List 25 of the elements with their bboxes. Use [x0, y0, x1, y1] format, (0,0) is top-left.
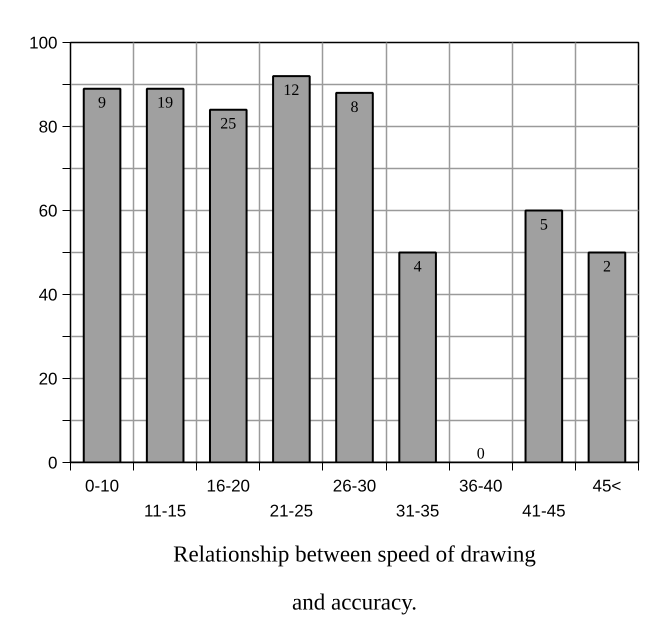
x-tick-label: 31-35	[396, 502, 440, 520]
annotation: 12	[283, 82, 300, 100]
y-tick-label: 0	[48, 454, 58, 472]
annotation: 9	[98, 94, 106, 112]
annotation: 4	[414, 258, 422, 276]
annotation: 19	[157, 94, 174, 112]
annotation: 25	[220, 116, 236, 133]
x-tick-label: 26-30	[332, 476, 376, 496]
x-tick-label: 21-25	[270, 502, 314, 520]
annotation: 2	[602, 258, 611, 276]
y-tick-label: 40	[38, 286, 58, 304]
x-tick-label: 11-15	[144, 502, 186, 520]
x-tick-label: 45<	[592, 476, 622, 496]
text: Relationship between speed of drawing and accuracy.	[173, 542, 536, 614]
annotation: 5	[540, 216, 548, 234]
y-tick-label: 60	[38, 202, 58, 220]
annotation: 0	[476, 446, 485, 462]
y-tick-label: 80	[38, 118, 58, 136]
x-tick-label: 36-40	[458, 476, 502, 496]
y-tick-label: 100	[29, 34, 58, 52]
x-tick-label: 16-20	[206, 476, 250, 496]
annotation: 8	[350, 98, 358, 116]
y-tick-label: 20	[38, 370, 58, 388]
x-tick-label: 41-45	[522, 502, 566, 520]
x-tick-label: 0-10	[85, 476, 120, 496]
